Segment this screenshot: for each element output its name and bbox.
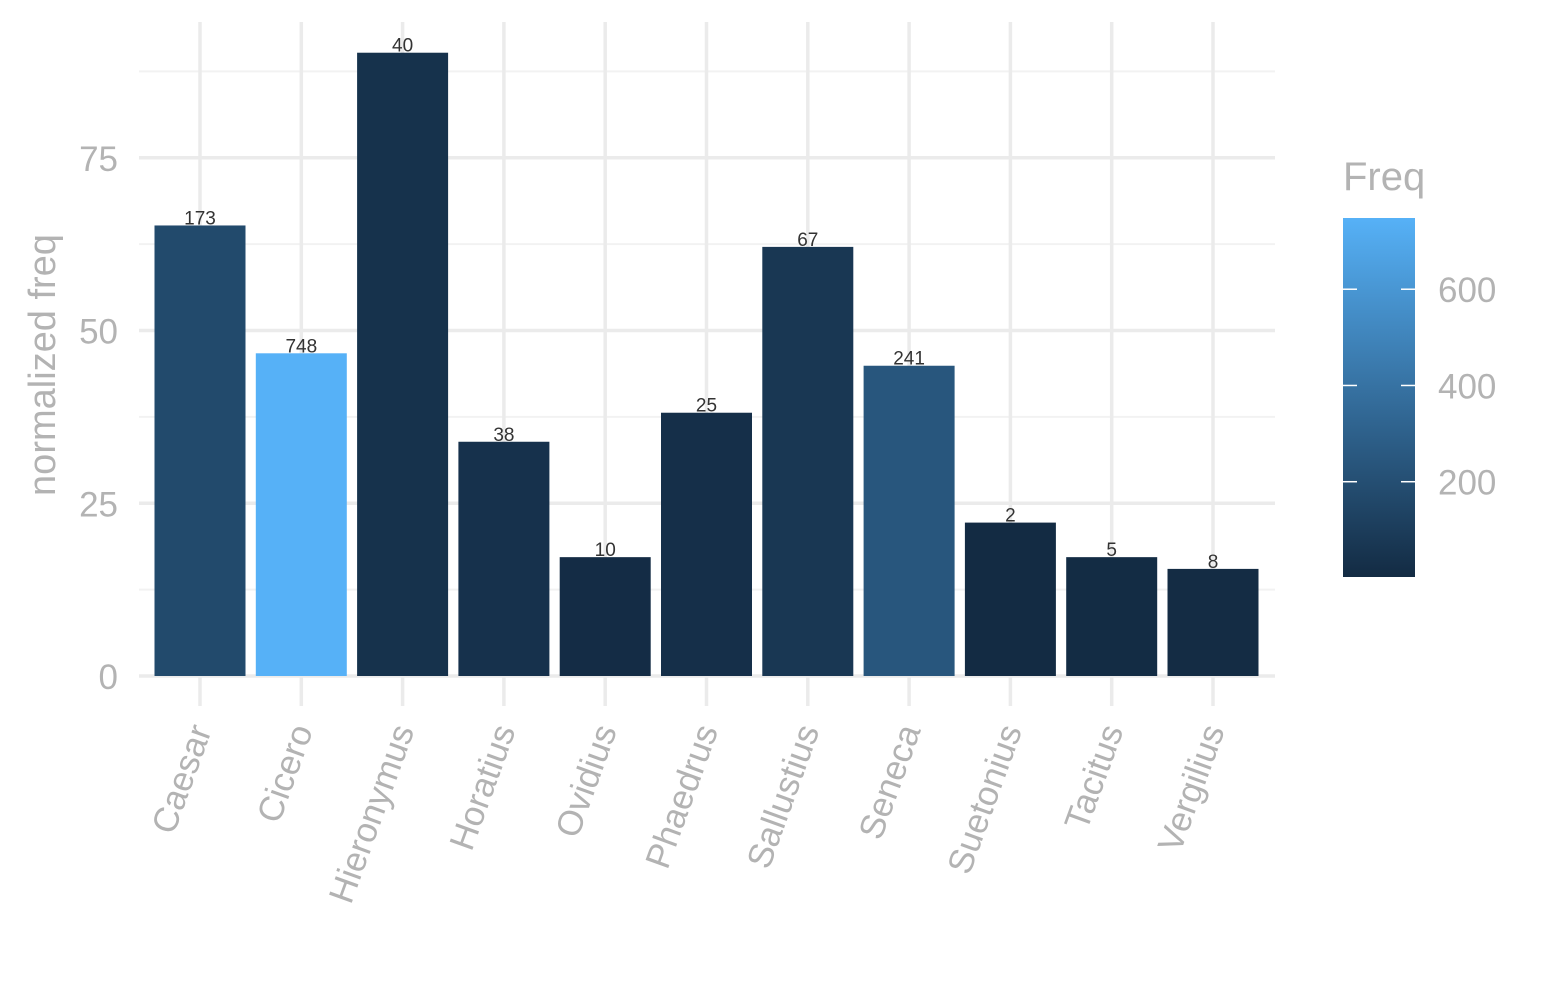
x-tick-label: Cicero — [250, 719, 321, 827]
bar-value-label: 748 — [285, 336, 317, 357]
bar-value-label: 8 — [1208, 552, 1219, 573]
x-tick-label: Horatius — [442, 719, 523, 855]
bar-sallustius — [762, 246, 854, 677]
x-tick-label: Vergilius — [1151, 719, 1233, 857]
bar-value-label: 25 — [696, 396, 717, 417]
x-tick-label: Ovidius — [548, 719, 625, 842]
x-tick-label: Suetonius — [940, 719, 1030, 879]
bar-ovidius — [559, 557, 651, 676]
y-tick-label: 50 — [79, 313, 118, 352]
bar-phaedrus — [661, 412, 752, 676]
bar-value-label: 38 — [493, 425, 514, 446]
bar-seneca — [863, 365, 955, 676]
x-tick-label: Caesar — [144, 719, 219, 839]
bar-tacitus — [1066, 557, 1158, 676]
y-axis-title: normalized freq — [22, 234, 64, 496]
bar-cicero — [255, 353, 347, 676]
bar-value-label: 5 — [1106, 540, 1117, 561]
x-tick-label: Tacitus — [1057, 719, 1131, 835]
x-tick-label: Hieronymus — [322, 719, 423, 908]
bar-horatius — [458, 441, 550, 676]
x-tick-label: Seneca — [851, 719, 928, 844]
bar-suetonius — [964, 522, 1056, 676]
legend-title: Freq — [1343, 155, 1425, 199]
bar-value-label: 2 — [1005, 506, 1016, 527]
bar-vergilius — [1167, 568, 1259, 676]
bar-caesar — [154, 225, 246, 676]
color-legend: Freq 200 400 600 — [1343, 155, 1496, 577]
bar-value-label: 10 — [595, 540, 616, 561]
y-tick-label: 25 — [79, 485, 118, 524]
legend-ticks: 200 400 600 — [1343, 271, 1496, 503]
x-tick-label: Phaedrus — [638, 719, 726, 873]
bar-value-label: 67 — [797, 230, 818, 251]
legend-tick-label: 600 — [1438, 271, 1496, 310]
legend-colorbar — [1343, 218, 1415, 577]
legend-tick-label: 400 — [1438, 367, 1496, 406]
bars — [154, 52, 1259, 677]
y-tick-label: 75 — [79, 140, 118, 179]
x-tick-label: Sallustius — [739, 719, 827, 873]
y-tick-label: 0 — [99, 658, 118, 697]
bar-value-label: 173 — [184, 208, 216, 229]
bar-value-label: 40 — [392, 36, 413, 57]
bar-hieronymus — [357, 52, 449, 676]
bar-value-label: 241 — [893, 349, 925, 370]
legend-tick-label: 200 — [1438, 464, 1496, 503]
